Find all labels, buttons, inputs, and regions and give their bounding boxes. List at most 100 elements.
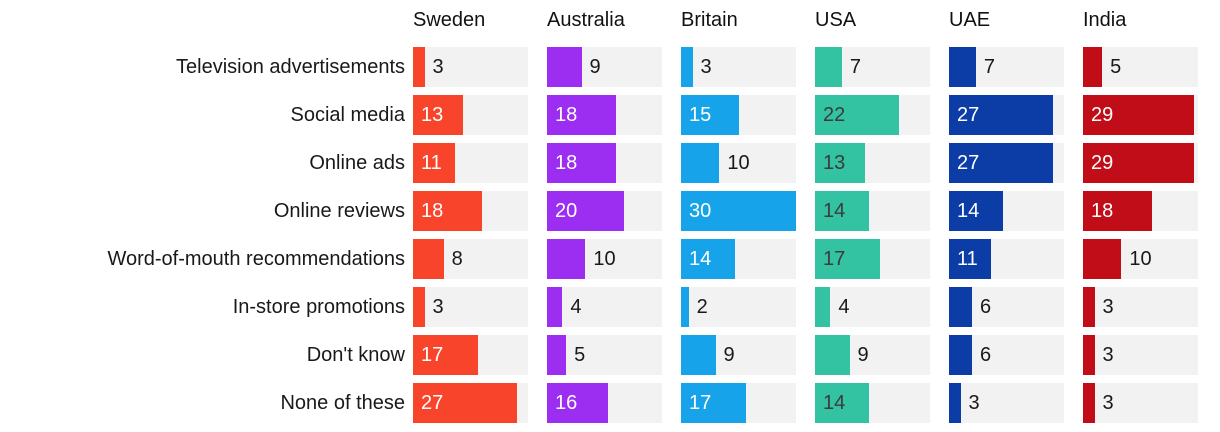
bar xyxy=(949,191,1003,231)
bar-track: 10 xyxy=(681,143,796,183)
bar-track: 15 xyxy=(681,95,796,135)
bar xyxy=(547,383,609,423)
bar xyxy=(815,383,869,423)
row-label: Online ads xyxy=(309,152,405,174)
row-label: None of these xyxy=(280,392,405,414)
bar-track: 11 xyxy=(949,239,1064,279)
value-label: 20 xyxy=(555,200,578,222)
value-label: 7 xyxy=(849,56,861,78)
value-label: 5 xyxy=(1110,56,1122,78)
country-comparison-bar-chart: Sweden Australia Britain USA UAE India Televi… xyxy=(0,0,1220,423)
chart-row: Social media 13 18 15 22 27 29 xyxy=(0,95,1220,135)
value-label: 3 xyxy=(1102,392,1114,414)
bar-track: 3 xyxy=(1083,287,1198,327)
bar-track: 14 xyxy=(815,191,930,231)
bar xyxy=(413,95,463,135)
value-label: 14 xyxy=(823,392,846,414)
value-label: 9 xyxy=(723,344,735,366)
value-label: 17 xyxy=(421,344,444,366)
chart-row: Word-of-mouth recommendations 8 10 14 17 11 10 xyxy=(0,239,1220,279)
value-label: 29 xyxy=(1091,104,1114,126)
bar xyxy=(815,239,881,279)
bar-track: 7 xyxy=(815,47,930,87)
bar-track: 27 xyxy=(949,143,1064,183)
column-header-australia: Australia xyxy=(547,9,625,31)
column-headers-row: Sweden Australia Britain USA UAE India xyxy=(0,0,1220,47)
value-label: 17 xyxy=(823,248,846,270)
value-label: 7 xyxy=(983,56,995,78)
value-label: 14 xyxy=(957,200,980,222)
chart-row: Television advertisements 3 9 3 7 7 5 xyxy=(0,47,1220,87)
column-header-sweden: Sweden xyxy=(413,9,486,31)
bar-track: 7 xyxy=(949,47,1064,87)
bar-track: 3 xyxy=(1083,383,1198,423)
bar-track: 14 xyxy=(681,239,796,279)
column-header-usa: USA xyxy=(815,9,857,31)
value-label: 4 xyxy=(838,296,850,318)
bar-track: 30 xyxy=(681,191,796,231)
bar-track: 27 xyxy=(413,383,528,423)
bar xyxy=(547,47,582,87)
row-label: In-store promotions xyxy=(232,296,405,318)
bar xyxy=(413,239,444,279)
bar-track: 3 xyxy=(949,383,1064,423)
bar-track: 8 xyxy=(413,239,528,279)
value-label: 18 xyxy=(421,200,444,222)
bar xyxy=(681,335,716,375)
value-label: 13 xyxy=(421,104,444,126)
bar xyxy=(949,95,1053,135)
bar xyxy=(815,335,850,375)
value-label: 10 xyxy=(727,152,750,174)
value-label: 27 xyxy=(957,104,980,126)
bar-track: 16 xyxy=(547,383,662,423)
row-label-column-spacer xyxy=(0,8,405,47)
value-label: 9 xyxy=(589,56,601,78)
value-label: 17 xyxy=(689,392,712,414)
value-label: 9 xyxy=(857,344,869,366)
bar-track: 18 xyxy=(547,95,662,135)
column-header-uae: UAE xyxy=(949,9,991,31)
value-label: 16 xyxy=(555,392,578,414)
bar-track: 11 xyxy=(413,143,528,183)
column-header-india: India xyxy=(1083,9,1127,31)
chart-row: None of these 27 16 17 14 3 3 xyxy=(0,383,1220,423)
bar xyxy=(413,47,425,87)
bar xyxy=(681,95,739,135)
bar xyxy=(1083,287,1095,327)
bar-track: 2 xyxy=(681,287,796,327)
value-label: 11 xyxy=(421,152,442,174)
bar xyxy=(949,287,972,327)
bar xyxy=(1083,239,1122,279)
bar-track: 18 xyxy=(413,191,528,231)
bar-track: 3 xyxy=(681,47,796,87)
bar xyxy=(1083,383,1095,423)
bar-track: 9 xyxy=(547,47,662,87)
bar xyxy=(547,95,616,135)
value-label: 4 xyxy=(570,296,582,318)
chart-row: Online reviews 18 20 30 14 14 18 xyxy=(0,191,1220,231)
bar-track: 13 xyxy=(815,143,930,183)
value-label: 27 xyxy=(421,392,444,414)
chart-row: Don't know 17 5 9 9 6 3 xyxy=(0,335,1220,375)
bar-track: 4 xyxy=(815,287,930,327)
value-label: 3 xyxy=(700,56,712,78)
bar xyxy=(949,239,992,279)
bar-track: 10 xyxy=(547,239,662,279)
bar xyxy=(547,239,586,279)
chart-row: Online ads 11 18 10 13 27 29 xyxy=(0,143,1220,183)
bar-track: 9 xyxy=(815,335,930,375)
value-label: 22 xyxy=(823,104,846,126)
bar-track: 29 xyxy=(1083,95,1198,135)
value-label: 2 xyxy=(696,296,708,318)
value-label: 3 xyxy=(432,56,444,78)
value-label: 3 xyxy=(432,296,444,318)
bar xyxy=(413,143,456,183)
bar xyxy=(681,191,796,231)
value-label: 3 xyxy=(1102,344,1114,366)
bar xyxy=(547,287,563,327)
bar xyxy=(815,95,900,135)
value-label: 14 xyxy=(689,248,712,270)
value-label: 18 xyxy=(1091,200,1114,222)
bar-track: 27 xyxy=(949,95,1064,135)
value-label: 10 xyxy=(1129,248,1152,270)
